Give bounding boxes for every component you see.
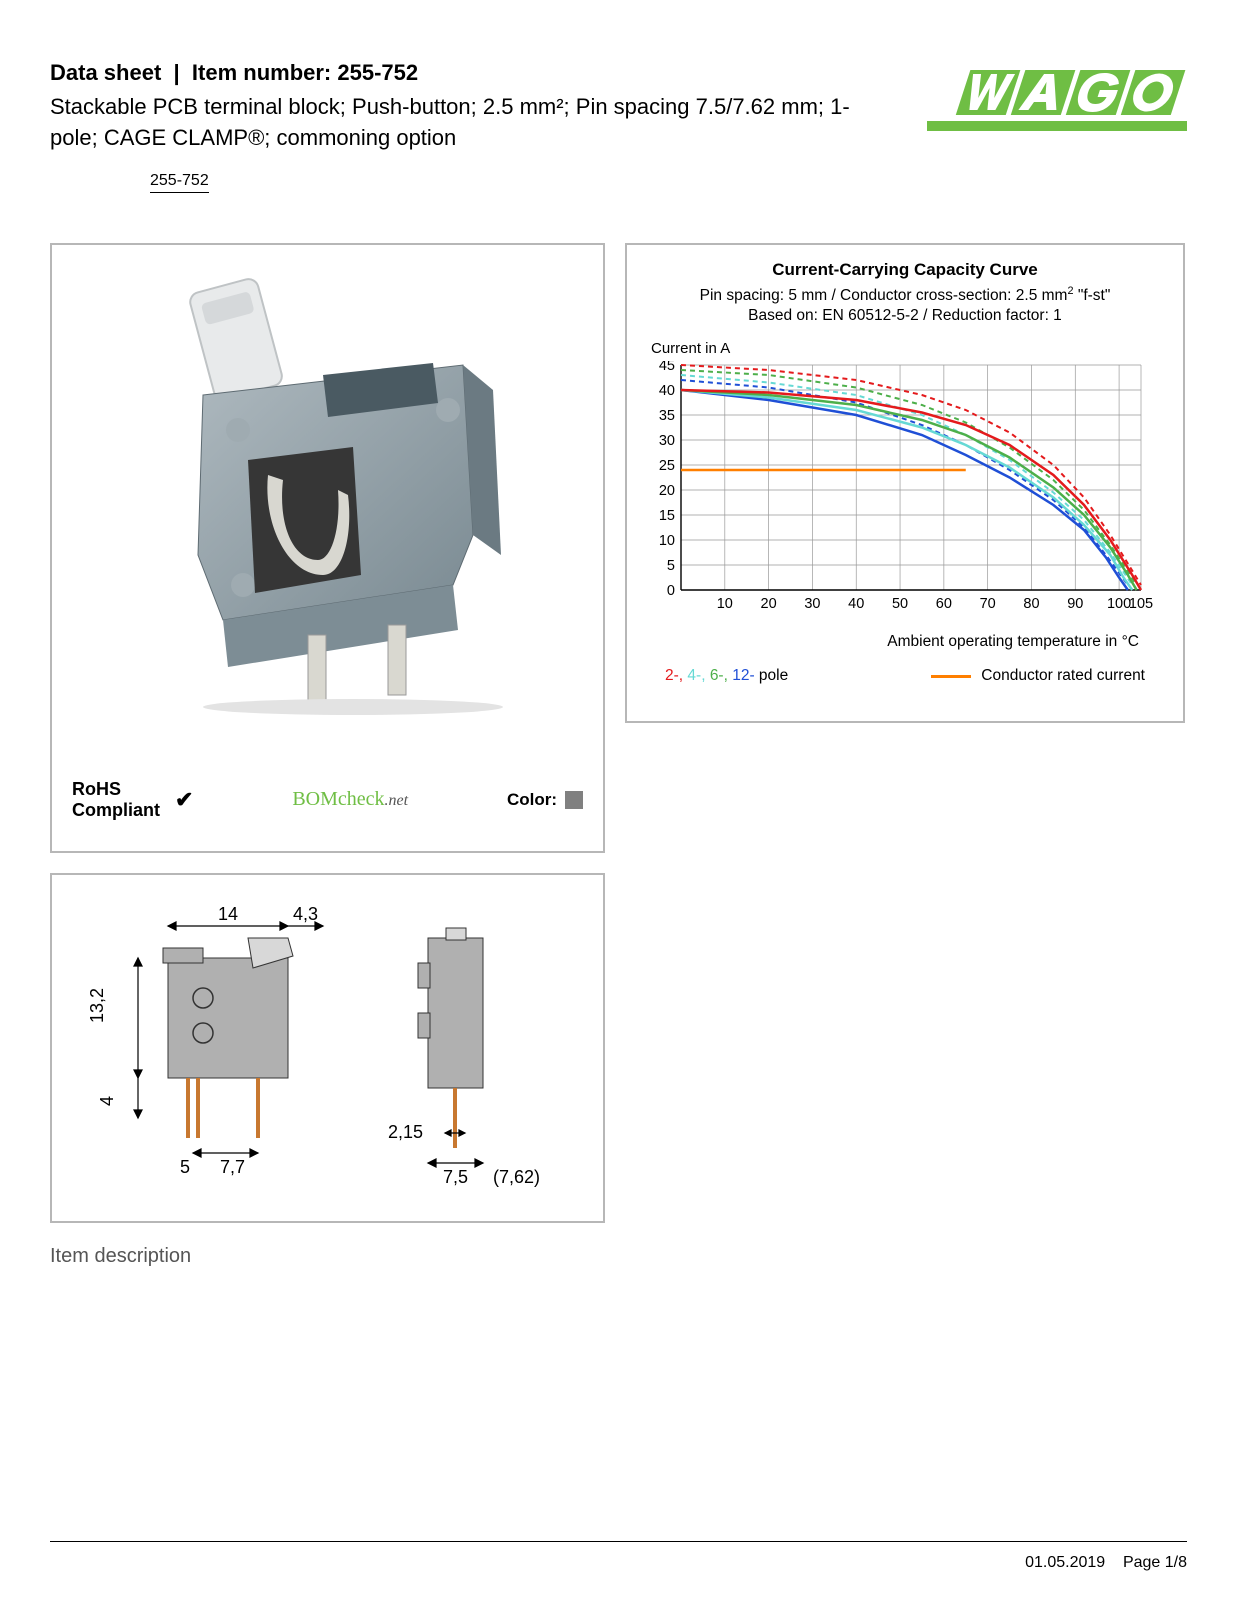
svg-text:50: 50: [892, 596, 908, 612]
header: Data sheet | Item number: 255-752 Stacka…: [0, 0, 1237, 203]
title-line: Data sheet | Item number: 255-752: [50, 60, 897, 92]
svg-text:5: 5: [667, 558, 675, 574]
product-image-panel: RoHS Compliant ✔ BOMcheck.net Color:: [50, 243, 605, 853]
dim-7-7: 7,7: [220, 1157, 245, 1177]
legend-conductor-text: Conductor rated current: [981, 667, 1145, 685]
header-text: Data sheet | Item number: 255-752 Stacka…: [50, 60, 897, 193]
chart-xlabel: Ambient operating temperature in °C: [645, 621, 1165, 651]
item-description-text: Stackable PCB terminal block; Push-butto…: [50, 92, 897, 154]
svg-text:60: 60: [936, 596, 952, 612]
legend-conductor-line: [931, 675, 971, 678]
chart-svg: 0 5 10 15 20 25 30 35 40 45 10 20 30 40 50 60 70 80 90 1001…: [645, 361, 1165, 616]
svg-text:40: 40: [848, 596, 864, 612]
wago-logo: [927, 65, 1187, 140]
dim-13-2: 13,2: [87, 988, 107, 1023]
chart-subtitle1: Pin spacing: 5 mm / Conductor cross-sect…: [645, 284, 1165, 306]
dim-2-15: 2,15: [388, 1122, 423, 1142]
dim-7-5: 7,5: [443, 1167, 468, 1187]
svg-text:30: 30: [804, 596, 820, 612]
svg-text:30: 30: [659, 433, 675, 449]
title-prefix: Data sheet: [50, 60, 161, 85]
title-sep: |: [174, 60, 180, 85]
svg-text:20: 20: [761, 596, 777, 612]
footer: 01.05.2019 Page 1/8: [1025, 1554, 1187, 1572]
svg-text:90: 90: [1067, 596, 1083, 612]
bomcheck-suffix: .net: [385, 792, 409, 809]
legend-conductor: Conductor rated current: [931, 667, 1145, 685]
footer-divider: [50, 1541, 1187, 1542]
bomcheck-logo: BOMcheck.net: [292, 788, 408, 811]
bomcheck-text: BOMcheck: [292, 788, 384, 810]
chart-subtitle2: Based on: EN 60512-5-2 / Reduction facto…: [645, 306, 1165, 326]
svg-text:25: 25: [659, 458, 675, 474]
footer-page: Page 1/8: [1123, 1554, 1187, 1571]
svg-text:20: 20: [659, 483, 675, 499]
dim-4-3: 4,3: [293, 904, 318, 924]
svg-text:35: 35: [659, 408, 675, 424]
svg-text:0: 0: [667, 583, 675, 599]
compliant-label: Compliant: [72, 800, 160, 820]
color-indicator: Color:: [507, 790, 583, 810]
chart-panel: Current-Carrying Capacity Curve Pin spac…: [625, 243, 1185, 723]
item-number: 255-752: [337, 60, 418, 85]
svg-text:45: 45: [659, 361, 675, 374]
compliance-row: RoHS Compliant ✔ BOMcheck.net Color:: [72, 779, 583, 820]
legend-poles: 2-, 4-, 6-, 12- pole: [665, 667, 788, 685]
svg-text:10: 10: [659, 533, 675, 549]
section-item-description: Item description: [0, 1223, 1237, 1268]
dimension-diagram-panel: 14 4,3 13,2 4 5 7,7: [50, 873, 605, 1223]
color-swatch: [565, 791, 583, 809]
product-rendering: [67, 260, 588, 730]
chart-legend: 2-, 4-, 6-, 12- pole Conductor rated cur…: [645, 651, 1165, 685]
chart-ylabel: Current in A: [645, 340, 1165, 361]
svg-text:105: 105: [1129, 596, 1153, 612]
dim-7-62: (7,62): [493, 1167, 540, 1187]
svg-text:100: 100: [1107, 596, 1131, 612]
svg-text:40: 40: [659, 383, 675, 399]
checkmark-icon: ✔: [175, 787, 193, 813]
dim-4: 4: [97, 1096, 117, 1106]
svg-text:10: 10: [717, 596, 733, 612]
item-number-tag: 255-752: [150, 172, 209, 193]
dim-14: 14: [218, 904, 238, 924]
panels-container: RoHS Compliant ✔ BOMcheck.net Color:: [0, 203, 1237, 1223]
svg-text:70: 70: [980, 596, 996, 612]
dim-5: 5: [180, 1157, 190, 1177]
svg-text:80: 80: [1023, 596, 1039, 612]
footer-date: 01.05.2019: [1025, 1554, 1105, 1571]
rohs-label: RoHS: [72, 779, 121, 799]
rohs-compliant: RoHS Compliant ✔: [72, 779, 193, 820]
chart-title: Current-Carrying Capacity Curve: [645, 260, 1165, 284]
item-label: Item number:: [192, 60, 331, 85]
color-label: Color:: [507, 790, 557, 810]
svg-text:15: 15: [659, 508, 675, 524]
